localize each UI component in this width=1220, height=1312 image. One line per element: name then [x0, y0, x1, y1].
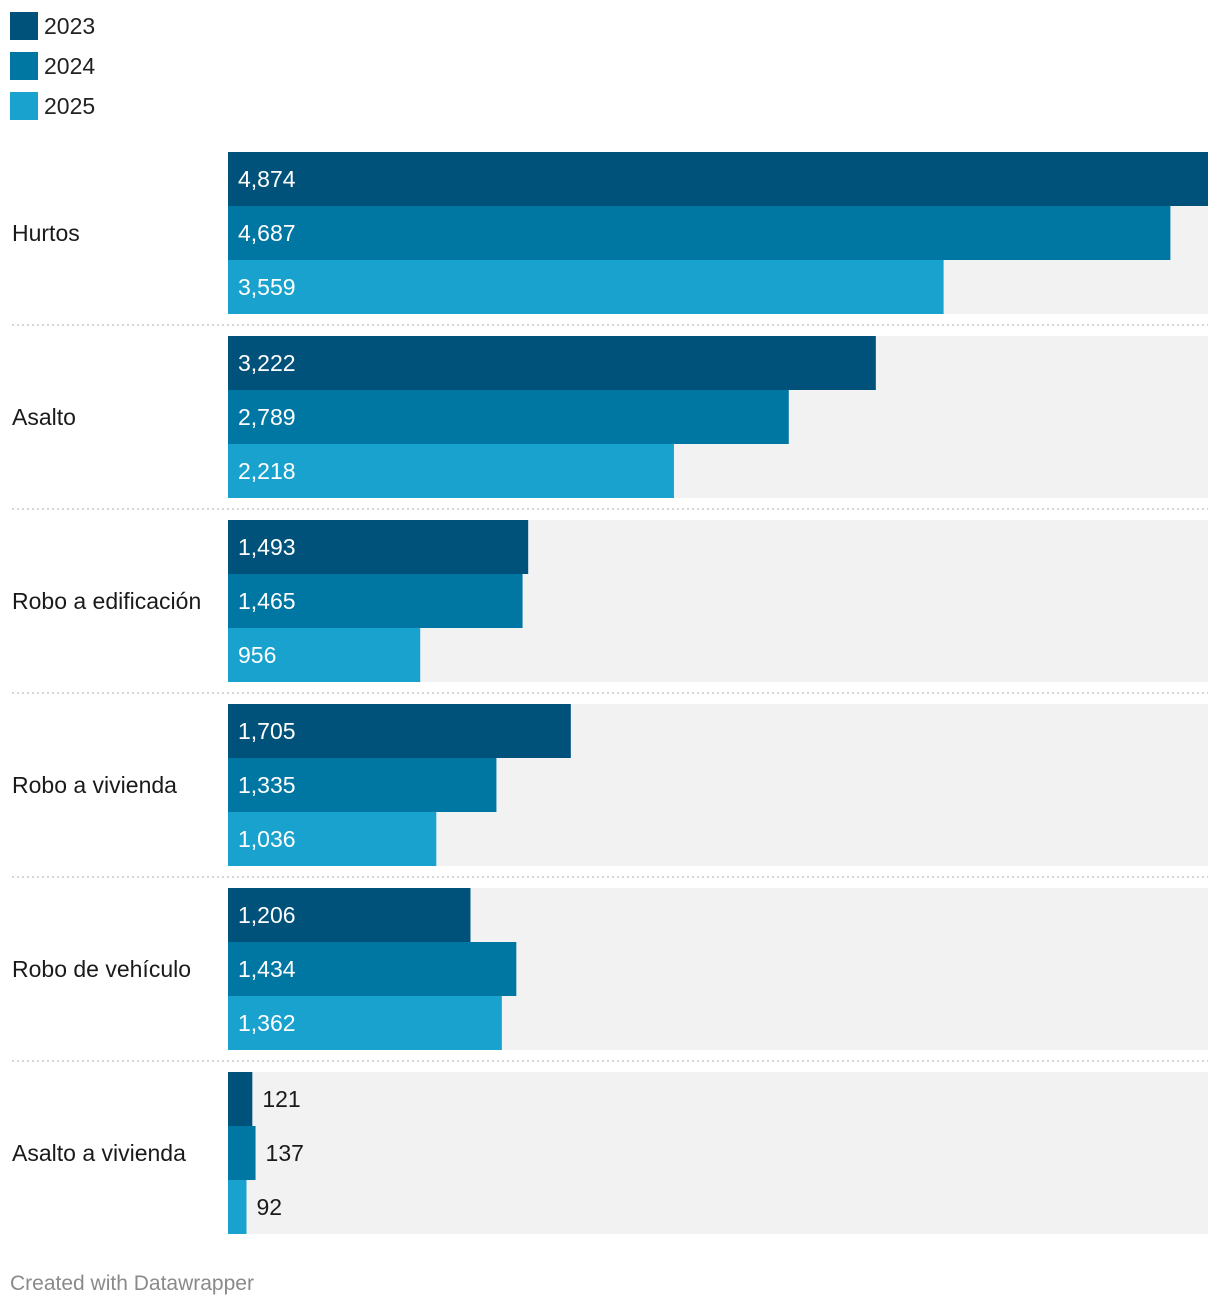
bar-robo-a-edificacion-2024 — [228, 574, 523, 628]
value-label-hurtos-2025: 3,559 — [238, 274, 296, 300]
value-label-robo-a-edificacion-2024: 1,465 — [238, 588, 296, 614]
value-label-robo-de-vehiculo-2025: 1,362 — [238, 1010, 296, 1036]
category-label-asalto: Asalto — [12, 404, 76, 430]
bar-asalto-a-vivienda-2023 — [228, 1072, 253, 1126]
track-asalto-a-vivienda — [228, 1072, 1208, 1234]
legend-label-2025: 2025 — [44, 92, 96, 119]
bar-robo-a-edificacion-2023 — [228, 520, 529, 574]
value-label-robo-de-vehiculo-2023: 1,206 — [238, 902, 296, 928]
bar-hurtos-2023 — [228, 152, 1208, 206]
value-label-hurtos-2023: 4,874 — [238, 166, 296, 192]
value-label-robo-a-vivienda-2023: 1,705 — [238, 718, 296, 744]
value-label-hurtos-2024: 4,687 — [238, 220, 296, 246]
bar-robo-de-vehiculo-2024 — [228, 942, 517, 996]
legend-item-2025: 2025 — [10, 92, 95, 120]
legend-label-2023: 2023 — [44, 12, 96, 39]
category-label-robo-a-vivienda: Robo a vivienda — [12, 772, 177, 798]
value-label-asalto-2023: 3,222 — [238, 350, 296, 376]
value-label-asalto-a-vivienda-2023: 121 — [262, 1086, 300, 1112]
legend-swatch-2023 — [10, 12, 38, 40]
value-label-robo-de-vehiculo-2024: 1,434 — [238, 956, 296, 982]
value-label-asalto-2024: 2,789 — [238, 404, 296, 430]
value-label-asalto-a-vivienda-2024: 137 — [266, 1140, 304, 1166]
value-label-asalto-2025: 2,218 — [238, 458, 296, 484]
legend-item-2023: 2023 — [10, 12, 95, 40]
category-label-robo-a-edificacion: Robo a edificación — [12, 588, 201, 614]
bar-asalto-a-vivienda-2025 — [228, 1180, 247, 1234]
bar-robo-de-vehiculo-2023 — [228, 888, 471, 942]
bar-asalto-a-vivienda-2024 — [228, 1126, 256, 1180]
category-label-robo-de-vehiculo: Robo de vehículo — [12, 956, 191, 982]
bar-robo-a-vivienda-2023 — [228, 704, 571, 758]
bar-asalto-2023 — [228, 336, 876, 390]
bar-hurtos-2025 — [228, 260, 944, 314]
value-label-asalto-a-vivienda-2025: 92 — [256, 1194, 282, 1220]
value-label-robo-a-edificacion-2023: 1,493 — [238, 534, 296, 560]
category-label-hurtos: Hurtos — [12, 220, 80, 246]
bar-asalto-2024 — [228, 390, 789, 444]
bar-robo-a-vivienda-2024 — [228, 758, 497, 812]
legend-item-2024: 2024 — [10, 52, 95, 80]
value-label-robo-a-edificacion-2025: 956 — [238, 642, 276, 668]
legend-swatch-2024 — [10, 52, 38, 80]
bar-hurtos-2024 — [228, 206, 1171, 260]
legend: 2023 2024 2025 — [10, 12, 95, 132]
bar-robo-a-vivienda-2025 — [228, 812, 437, 866]
bar-chart: Hurtos 4,874 4,687 3,559 Asalto 3,222 2,789 2,2… — [12, 152, 1208, 1234]
value-label-robo-a-vivienda-2025: 1,036 — [238, 826, 296, 852]
value-label-robo-a-vivienda-2024: 1,335 — [238, 772, 296, 798]
footer-credit: Created with Datawrapper — [10, 1272, 254, 1295]
legend-label-2024: 2024 — [44, 52, 96, 79]
bar-robo-a-edificacion-2025 — [228, 628, 421, 682]
bar-robo-de-vehiculo-2025 — [228, 996, 502, 1050]
bar-asalto-2025 — [228, 444, 674, 498]
legend-swatch-2025 — [10, 92, 38, 120]
category-label-asalto-a-vivienda: Asalto a vivienda — [12, 1140, 186, 1166]
